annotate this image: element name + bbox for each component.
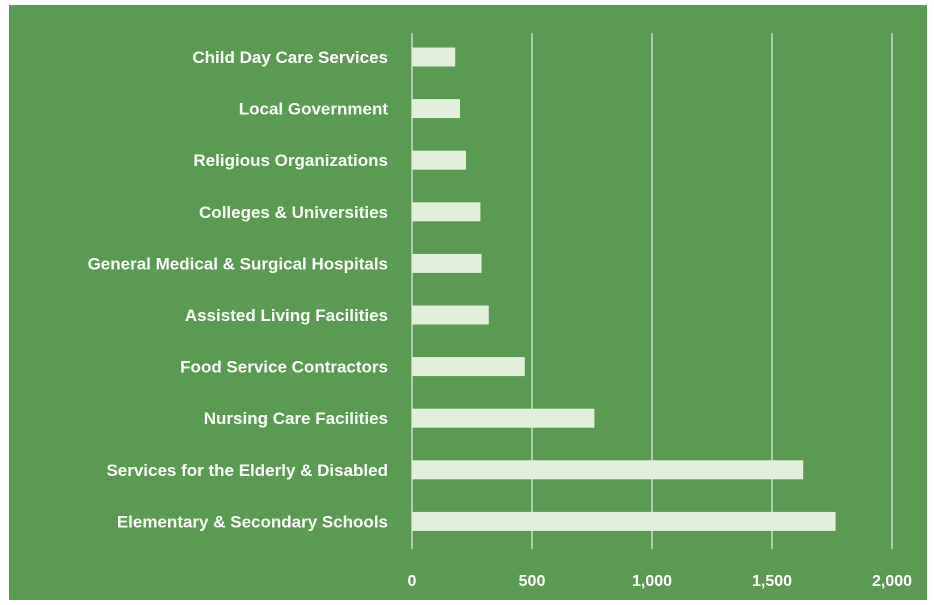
bar [412, 253, 482, 273]
x-tick-label: 1,000 [632, 573, 672, 590]
x-tick-label: 1,500 [752, 573, 792, 590]
bars [412, 47, 836, 531]
bar [412, 150, 466, 170]
category-label: Food Service Contractors [180, 358, 388, 377]
category-labels: Child Day Care Services Local Government R… [88, 48, 389, 531]
x-tick-label: 0 [408, 573, 417, 590]
chart-background [9, 5, 927, 600]
category-label: Colleges & Universities [199, 203, 388, 222]
bar [412, 202, 481, 222]
category-label: Assisted Living Facilities [185, 306, 388, 325]
bar [412, 99, 460, 119]
category-label: Local Government [239, 100, 389, 119]
category-label: General Medical & Surgical Hospitals [88, 254, 388, 273]
category-label: Child Day Care Services [192, 48, 388, 67]
category-label: Elementary & Secondary Schools [117, 512, 388, 531]
bar [412, 47, 456, 67]
x-tick-label: 500 [519, 573, 546, 590]
bar [412, 408, 595, 428]
bar [412, 305, 489, 325]
bar-chart: Child Day Care Services Local Government R… [9, 5, 927, 600]
bar [412, 460, 804, 480]
chart-container: Child Day Care Services Local Government R… [9, 5, 927, 600]
x-axis-tick-labels: 0 500 1,000 1,500 2,000 [408, 573, 913, 590]
bar [412, 511, 836, 531]
x-tick-label: 2,000 [872, 573, 912, 590]
bar [412, 357, 525, 377]
category-label: Services for the Elderly & Disabled [106, 461, 388, 480]
category-label: Religious Organizations [193, 151, 388, 170]
category-label: Nursing Care Facilities [204, 409, 388, 428]
